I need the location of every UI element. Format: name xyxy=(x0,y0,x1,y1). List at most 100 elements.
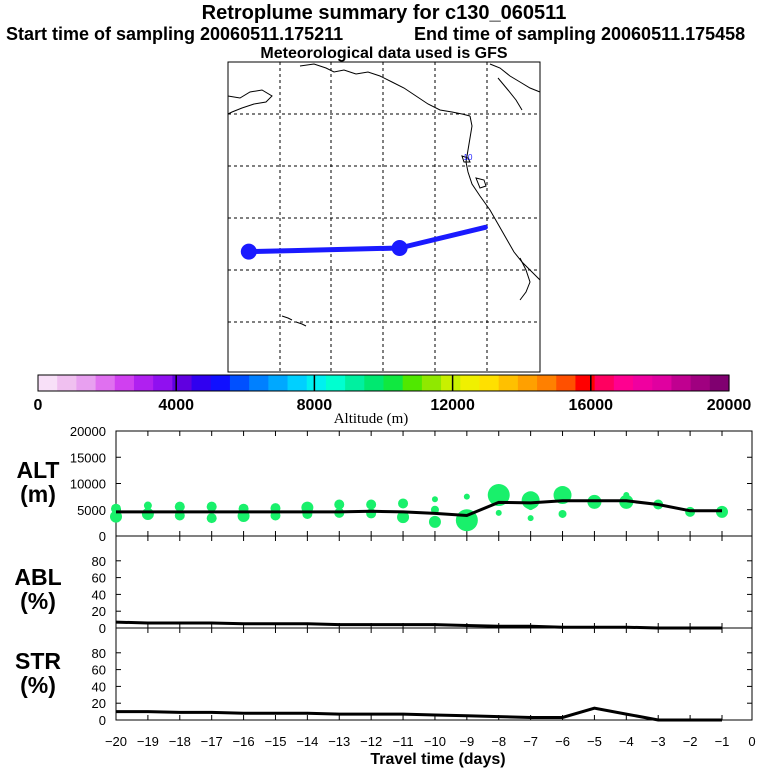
colorbar-swatch xyxy=(556,375,577,391)
y-tick-label: 20000 xyxy=(70,424,106,439)
colorbar-swatch xyxy=(38,375,58,391)
alt-title-line-1: ALT xyxy=(16,457,59,483)
colorbar-swatch xyxy=(325,375,346,391)
track-day-label: 10 xyxy=(464,153,473,162)
day-marker xyxy=(240,243,257,260)
colorbar-swatch xyxy=(76,375,97,391)
colorbar-swatch xyxy=(690,375,711,391)
particle-point xyxy=(431,496,438,503)
colorbar-swatch xyxy=(441,375,461,391)
x-tick-label: −4 xyxy=(619,734,634,749)
colorbar-swatch xyxy=(364,375,385,391)
particle-point xyxy=(527,515,534,522)
y-tick-label: 60 xyxy=(92,571,106,586)
colorbar-tick-label: 4000 xyxy=(158,397,194,414)
altitude-panel: 20000 15000 10000 5000 0 xyxy=(70,424,752,544)
x-tick-label: −20 xyxy=(105,734,127,749)
x-tick-label: −14 xyxy=(296,734,318,749)
day-marker xyxy=(391,240,408,256)
colorbar-swatch xyxy=(306,375,327,391)
str-title-line-2: (%) xyxy=(20,672,56,698)
colorbar-tick-label: 8000 xyxy=(297,397,333,414)
particle-point xyxy=(206,501,217,512)
colorbar-swatch xyxy=(498,375,519,391)
x-tick-label: −9 xyxy=(459,734,474,749)
x-tick-label: −15 xyxy=(264,734,286,749)
x-tick-label: −18 xyxy=(169,734,191,749)
coastline xyxy=(227,63,541,327)
plume-day-markers xyxy=(240,240,408,260)
x-tick-label: −5 xyxy=(587,734,602,749)
colorbar-swatch xyxy=(191,375,212,391)
x-tick-label: −1 xyxy=(715,734,730,749)
altitude-y-title: ALT (m) xyxy=(16,457,59,507)
y-tick-label: 40 xyxy=(92,679,106,694)
abl-title-line-1: ABL xyxy=(14,564,61,590)
x-tick-marks xyxy=(115,431,753,720)
colorbar-swatch xyxy=(594,375,615,391)
particle-point xyxy=(495,509,502,516)
colorbar-tick-labels: 0 4000 8000 12000 16000 20000 xyxy=(34,375,751,414)
particle-point xyxy=(558,509,567,518)
particle-point xyxy=(487,484,510,507)
map-gridlines xyxy=(228,62,540,372)
colorbar-swatch xyxy=(57,375,77,391)
particle-point xyxy=(110,510,122,523)
x-tick-label: −16 xyxy=(233,734,255,749)
colorbar-swatch xyxy=(287,375,308,391)
colorbar-tick-label: 12000 xyxy=(430,397,475,414)
particle-point xyxy=(398,498,409,509)
abl-title-line-2: (%) xyxy=(20,588,56,614)
x-tick-label: −11 xyxy=(393,734,414,749)
colorbar-swatch xyxy=(537,375,557,391)
colorbar-swatch xyxy=(709,375,730,391)
x-tick-label: −17 xyxy=(201,734,223,749)
x-tick-label: 0 xyxy=(748,734,755,749)
x-tick-label: −10 xyxy=(424,734,446,749)
particle-point xyxy=(521,491,540,510)
x-tick-label: −13 xyxy=(328,734,350,749)
colorbar-swatch xyxy=(172,375,193,391)
y-tick-label: 40 xyxy=(92,587,106,602)
abl-line xyxy=(115,620,722,630)
colorbar-swatch xyxy=(460,375,481,391)
colorbar-swatch xyxy=(114,375,135,391)
colorbar-swatch xyxy=(402,375,423,391)
trajectory-map: 10 xyxy=(227,61,541,373)
colorbar-swatch xyxy=(229,375,250,391)
colorbar-swatch xyxy=(671,375,692,391)
met-data-label: Meteorological data used is GFS xyxy=(260,45,508,62)
colorbar-swatch xyxy=(133,375,154,391)
particle-point xyxy=(428,515,441,528)
colorbar-swatch xyxy=(633,375,653,391)
colorbar-tick-label: 16000 xyxy=(569,397,614,414)
colorbar-swatch xyxy=(517,375,538,391)
particle-point xyxy=(430,505,439,514)
colorbar-swatch xyxy=(249,375,269,391)
y-tick-label: 10000 xyxy=(70,477,106,492)
y-tick-label: 15000 xyxy=(70,450,106,465)
start-time-label: Start time of sampling 20060511.175211 xyxy=(6,24,344,44)
str-line xyxy=(116,706,722,722)
y-tick-label: 0 xyxy=(99,529,106,544)
y-tick-label: 80 xyxy=(92,554,106,569)
particle-point xyxy=(527,504,534,511)
y-tick-label: 20 xyxy=(92,604,106,619)
chart-title: Retroplume summary for c130_060511 xyxy=(201,2,567,24)
colorbar-title: Altitude (m) xyxy=(334,411,409,427)
y-tick-label: 0 xyxy=(99,621,106,636)
y-tick-label: 60 xyxy=(92,663,106,678)
particle-point xyxy=(143,501,152,510)
colorbar-swatch xyxy=(95,375,116,391)
x-tick-label: −3 xyxy=(651,734,666,749)
plume-track xyxy=(246,224,488,255)
str-y-title: STR (%) xyxy=(15,648,61,698)
x-tick-label: −6 xyxy=(555,734,570,749)
y-tick-label: 0 xyxy=(99,713,106,728)
particle-point xyxy=(206,513,217,524)
x-tick-label: −7 xyxy=(523,734,538,749)
y-tick-label: 80 xyxy=(92,646,106,661)
